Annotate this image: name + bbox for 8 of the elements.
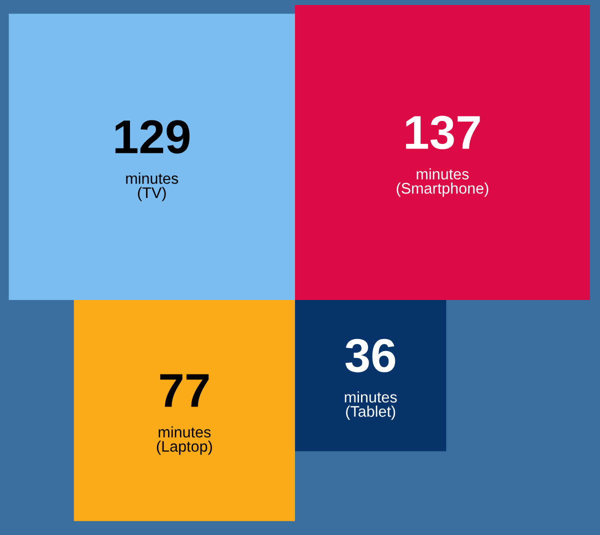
data-label: 129 <box>115 120 190 154</box>
category-label: minutes (Smartphone) <box>396 168 488 197</box>
category-label: minutes (TV) <box>126 172 178 202</box>
category-label: minutes (Tablet) <box>344 391 397 420</box>
data-label: 36 <box>345 338 396 372</box>
data-label: 77 <box>160 374 209 407</box>
data-label: 137 <box>406 116 480 150</box>
category-label: minutes (Laptop) <box>156 426 212 455</box>
